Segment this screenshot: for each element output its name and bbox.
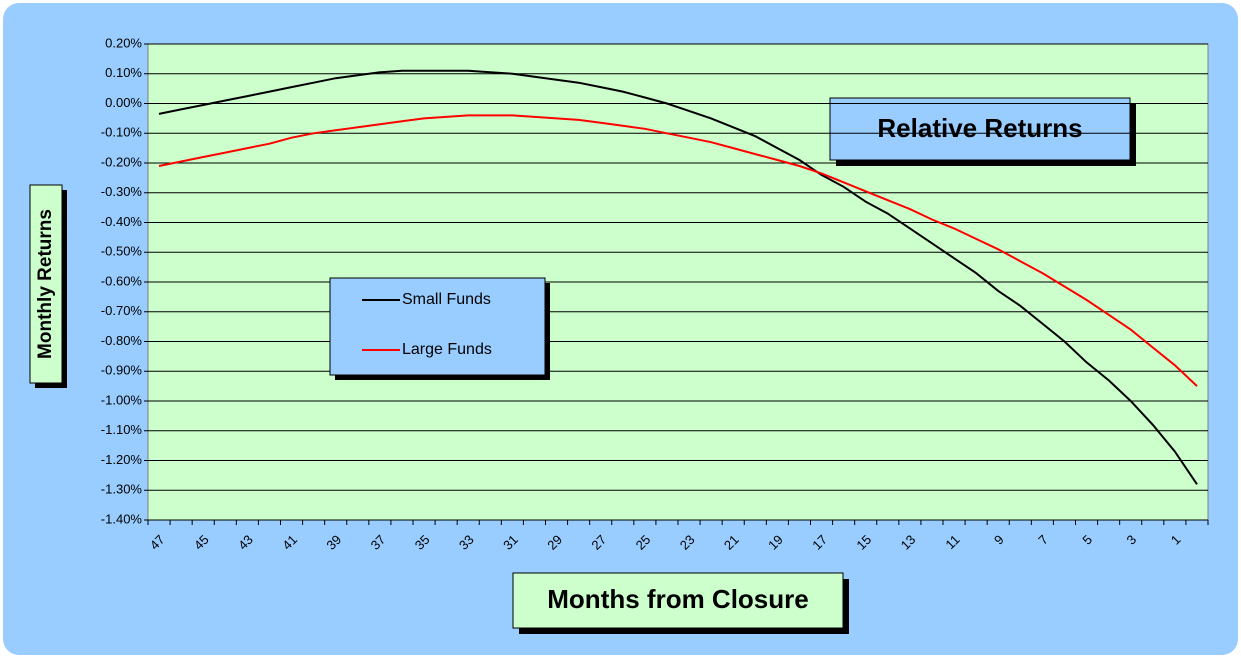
y-axis-label: Monthly Returns [35,209,56,359]
series-line [158,69,1198,485]
y-tick-label: 0.20% [105,35,142,50]
y-tick-label: 0.10% [105,65,142,80]
series-line [158,114,1198,387]
legend [329,277,546,376]
x-axis-label: Months from Closure [547,584,808,614]
y-tick-label: -1.00% [101,392,143,407]
y-tick-label: -1.10% [101,422,143,437]
y-tick-label: -0.10% [101,125,143,140]
legend-label: Large Funds [402,341,492,358]
y-tick-label: -0.90% [101,363,143,378]
y-tick-label: -0.60% [101,273,143,288]
y-tick-label: -1.40% [101,511,143,526]
chart-title: Relative Returns [877,113,1082,143]
legend-label: Small Funds [402,291,491,308]
title-box: Relative Returns [829,97,1136,166]
y-tick-label: -0.20% [101,154,143,169]
y-label-frame [29,184,63,384]
x-label-box: Months from Closure [512,572,849,634]
y-tick-label: 0.00% [105,95,142,110]
y-tick-label: -0.50% [101,244,143,259]
y-tick-label: -0.80% [101,333,143,348]
title-frame [829,97,1131,161]
y-tick-label: -0.30% [101,184,143,199]
y-label-box: Monthly Returns [29,184,67,388]
y-tick-label: -1.30% [101,482,143,497]
y-tick-label: -0.40% [101,214,143,229]
y-tick-label: -0.70% [101,303,143,318]
x-label-frame [512,572,844,629]
y-tick-label: -1.20% [101,452,143,467]
